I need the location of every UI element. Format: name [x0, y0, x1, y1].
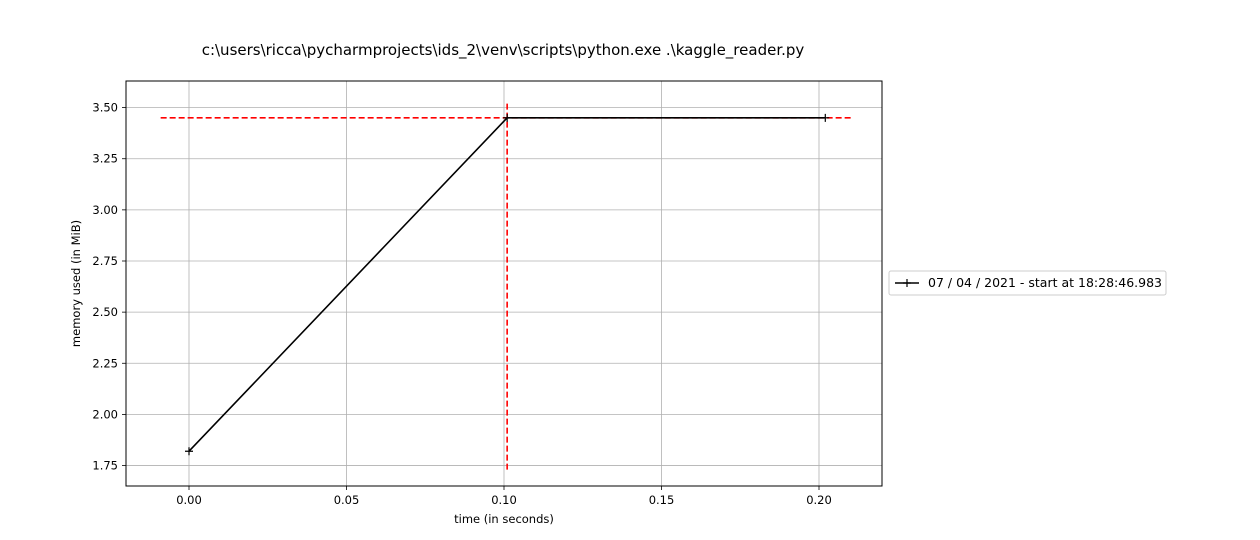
x-tick-label: 0.05 [334, 493, 360, 507]
grid [126, 81, 882, 486]
x-tick-label: 0.20 [806, 493, 832, 507]
y-tick-label: 2.75 [92, 254, 118, 268]
y-tick-label: 3.00 [92, 203, 118, 217]
y-tick-label: 1.75 [92, 459, 118, 473]
legend-entry-label: 07 / 04 / 2021 - start at 18:28:46.983 [928, 275, 1162, 290]
data-point-marker [503, 113, 512, 122]
chart-title: c:\users\ricca\pycharmprojects\ids_2\ven… [202, 41, 805, 60]
legend-box [888, 270, 1167, 296]
legend: 07 / 04 / 2021 - start at 18:28:46.983 [888, 270, 1167, 296]
axis-ticks: 0.00 0.05 0.10 0.15 0.20 1.75 2.00 2.25 2.50 2.75… [92, 101, 831, 507]
legend-marker [903, 279, 911, 287]
y-tick-label: 3.50 [92, 101, 118, 115]
y-tick-label: 2.25 [92, 356, 118, 370]
x-tick-label: 0.10 [491, 493, 517, 507]
x-tick-label: 0.00 [176, 493, 202, 507]
y-tick-label: 2.00 [92, 407, 118, 421]
y-tick-label: 3.25 [92, 152, 118, 166]
data-point-marker [185, 447, 193, 456]
x-tick-label: 0.15 [649, 493, 675, 507]
y-tick-label: 2.50 [92, 305, 118, 319]
x-axis-label: time (in seconds) [454, 512, 554, 526]
series-layer [185, 113, 830, 456]
data-point-marker [821, 113, 830, 122]
y-axis-label: memory used (in MiB) [69, 220, 83, 347]
